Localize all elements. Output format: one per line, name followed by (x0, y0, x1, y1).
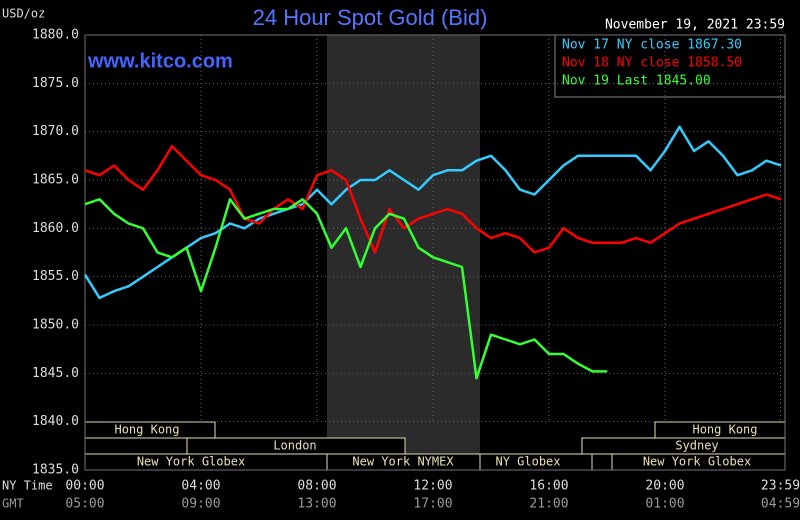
y-tick-label: 1845.0 (32, 366, 79, 381)
legend-entry: Nov 18 NY close 1858.50 (562, 56, 742, 71)
x-tick-label: 20:00 (645, 479, 684, 494)
y-tick-label: 1850.0 (32, 318, 79, 333)
x-row-label: NY Time (2, 479, 53, 493)
x-tick-label: 12:00 (413, 479, 452, 494)
nymex-shade (327, 35, 480, 470)
series-line (84, 144, 782, 254)
x2-tick-label: 05:00 (65, 497, 104, 512)
x2-tick-label: 04:59 (761, 497, 800, 512)
y-tick-label: 1855.0 (32, 269, 79, 284)
x2-tick-label: 09:00 (181, 497, 220, 512)
session-label: Sydney (675, 439, 718, 453)
session-label: New York Globex (137, 455, 245, 469)
timestamp: November 19, 2021 23:59 (605, 18, 785, 33)
session-label: New York Globex (643, 455, 751, 469)
session-label: New York NYMEX (352, 455, 454, 469)
legend-entry: Nov 19 Last 1845.00 (562, 74, 711, 89)
session-label: Hong Kong (114, 423, 179, 437)
x2-tick-label: 21:00 (529, 497, 568, 512)
y-tick-label: 1880.0 (32, 28, 79, 43)
x-tick-label: 04:00 (181, 479, 220, 494)
x2-tick-label: 13:00 (297, 497, 336, 512)
legend-box (554, 34, 786, 98)
y-unit: USD/oz (2, 7, 45, 21)
x-tick-label: 23:59 (761, 479, 800, 494)
session-label: NY Globex (495, 455, 560, 469)
source: www.kitco.com (87, 50, 233, 72)
x-tick-label: 00:00 (65, 479, 104, 494)
series-line (83, 125, 782, 300)
session-label: London (273, 439, 316, 453)
y-tick-label: 1875.0 (32, 76, 79, 91)
legend-entry: Nov 17 NY close 1867.30 (562, 38, 742, 53)
x-row-label: GMT (2, 497, 24, 511)
y-tick-label: 1870.0 (32, 124, 79, 139)
chart-title: 24 Hour Spot Gold (Bid) (253, 5, 488, 30)
y-tick-label: 1865.0 (32, 173, 79, 188)
y-tick-label: 1835.0 (32, 463, 79, 478)
sessions: Hong Kong Hong Kong London Sydney New Yo… (84, 421, 786, 471)
y-tick-label: 1860.0 (32, 221, 79, 236)
x-tick-label: 08:00 (297, 479, 336, 494)
plot-frame (84, 34, 786, 471)
x2-tick-label: 01:00 (645, 497, 684, 512)
session-label: Hong Kong (692, 423, 757, 437)
series-line (84, 198, 607, 380)
x-tick-label: 16:00 (529, 479, 568, 494)
x2-tick-label: 17:00 (413, 497, 452, 512)
y-tick-label: 1840.0 (32, 414, 79, 429)
